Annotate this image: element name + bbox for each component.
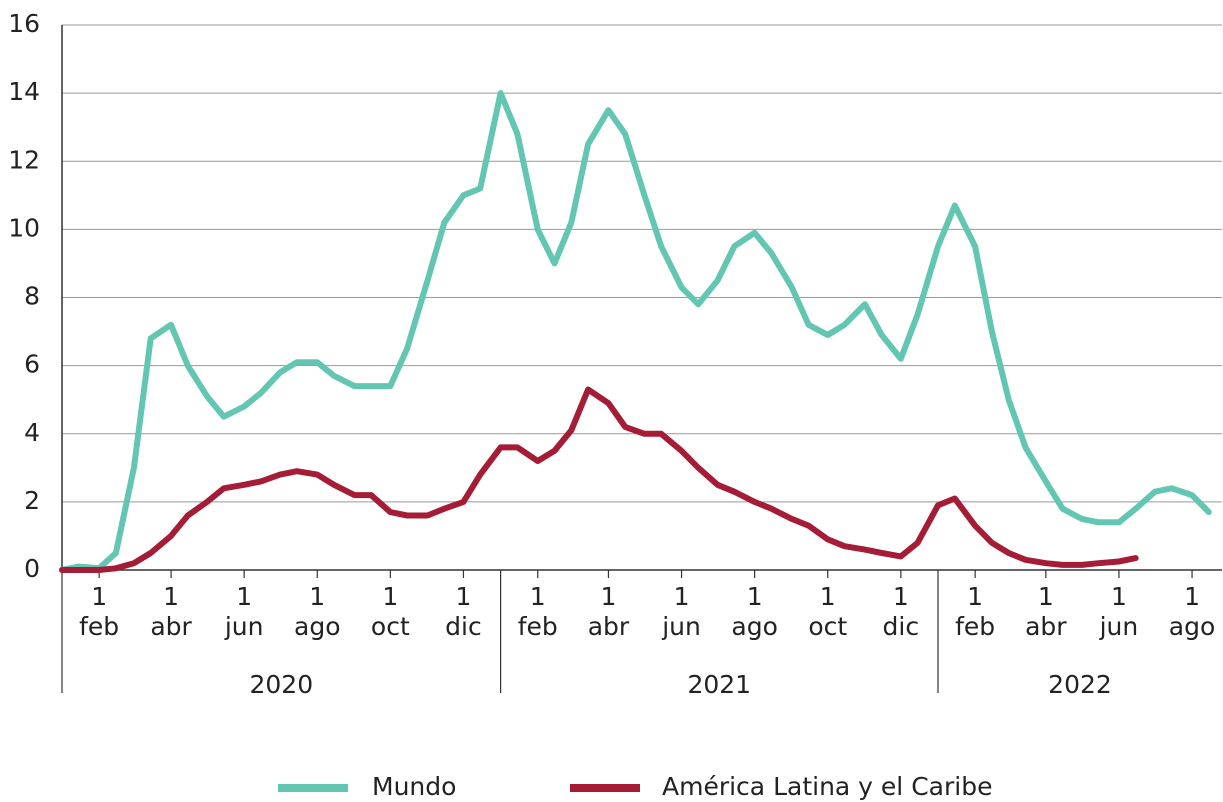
series-line: [59, 90, 1212, 573]
y-tick-label: 14: [8, 77, 40, 106]
x-tick-label: 1 jun: [224, 582, 264, 641]
y-tick-label: 6: [24, 350, 40, 379]
x-tick-label: 1 feb: [79, 582, 119, 641]
x-tick-label: 1 ago: [731, 582, 777, 641]
year-label: 2022: [1048, 670, 1112, 699]
x-tick-label: 1 feb: [518, 582, 558, 641]
x-tick-label: 1 jun: [1099, 582, 1139, 641]
x-tick-label: 1 dic: [883, 582, 920, 641]
series-line: [59, 386, 1139, 573]
x-tick-label: 1 abr: [1025, 582, 1067, 641]
y-tick-label: 16: [8, 9, 40, 38]
x-tick-label: 1 ago: [294, 582, 340, 641]
legend-label: América Latina y el Caribe: [662, 772, 992, 801]
y-tick-label: 10: [8, 213, 40, 242]
year-label: 2020: [249, 670, 313, 699]
x-tick-label: 1 ago: [1169, 582, 1215, 641]
legend-label: Mundo: [372, 772, 456, 801]
x-tick-label: 1 oct: [808, 582, 847, 641]
x-tick-label: 1 feb: [955, 582, 995, 641]
y-tick-label: 4: [24, 418, 40, 447]
y-tick-label: 2: [24, 486, 40, 515]
y-tick-label: 8: [24, 282, 40, 311]
y-tick-label: 0: [24, 554, 40, 583]
y-tick-label: 12: [8, 145, 40, 174]
x-tick-label: 1 oct: [371, 582, 410, 641]
x-tick-label: 1 abr: [588, 582, 630, 641]
x-tick-label: 1 abr: [150, 582, 192, 641]
year-label: 2021: [687, 670, 751, 699]
x-tick-label: 1 dic: [445, 582, 482, 641]
x-tick-label: 1 jun: [661, 582, 701, 641]
